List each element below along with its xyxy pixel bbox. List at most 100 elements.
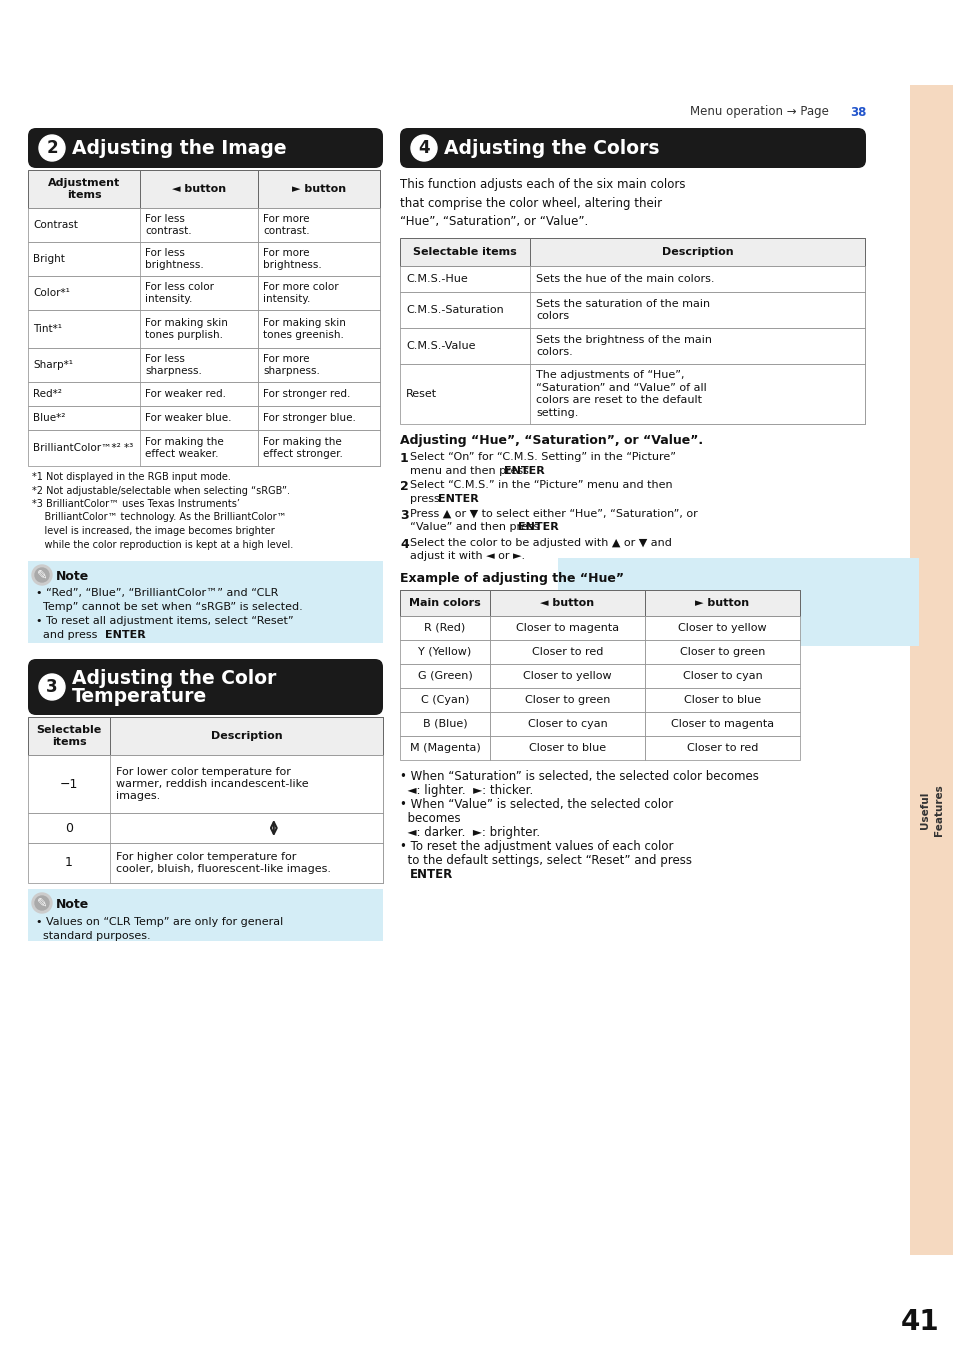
Bar	[257, 276, 379, 310]
Text: ◄ button: ◄ button	[172, 184, 226, 193]
Text: C.M.S.-Saturation: C.M.S.-Saturation	[406, 306, 503, 315]
Text: ENTER: ENTER	[105, 630, 146, 639]
Text: C.M.S.-Hue: C.M.S.-Hue	[406, 274, 467, 284]
Text: standard purposes.: standard purposes.	[36, 932, 151, 941]
Text: Selectable
items: Selectable items	[36, 725, 102, 748]
Text: For weaker blue.: For weaker blue.	[145, 412, 232, 423]
Text: “Value” and then press: “Value” and then press	[410, 522, 542, 533]
Bar	[399, 639, 490, 664]
Bar	[257, 430, 379, 466]
Bar	[530, 364, 864, 425]
Bar	[110, 844, 382, 883]
Text: • Values on “CLR Temp” are only for general: • Values on “CLR Temp” are only for gene…	[36, 917, 283, 927]
Text: Closer to red: Closer to red	[686, 744, 758, 753]
Bar	[140, 347, 257, 383]
Text: Select the color to be adjusted with ▲ or ▼ and: Select the color to be adjusted with ▲ o…	[410, 538, 671, 548]
Text: 2: 2	[46, 139, 58, 157]
Text: 1: 1	[65, 857, 72, 869]
Text: G (Green): G (Green)	[417, 671, 472, 681]
Text: Sets the hue of the main colors.: Sets the hue of the main colors.	[536, 274, 714, 284]
Bar	[530, 266, 864, 292]
Bar	[140, 208, 257, 242]
Text: Blue*²: Blue*²	[33, 412, 66, 423]
Text: For weaker red.: For weaker red.	[145, 389, 226, 399]
Text: .: .	[141, 630, 145, 639]
Text: ENTER: ENTER	[410, 868, 453, 882]
Text: and press: and press	[36, 630, 101, 639]
FancyBboxPatch shape	[399, 128, 865, 168]
Text: Closer to yellow: Closer to yellow	[522, 671, 611, 681]
Text: Bright: Bright	[33, 254, 65, 264]
Text: B (Blue): B (Blue)	[422, 719, 467, 729]
Text: 0: 0	[65, 822, 73, 834]
Text: For less
contrast.: For less contrast.	[145, 214, 192, 237]
Bar	[140, 383, 257, 406]
Text: menu and then press: menu and then press	[410, 465, 532, 476]
Bar	[140, 430, 257, 466]
Text: For making skin
tones greenish.: For making skin tones greenish.	[263, 318, 346, 341]
Text: Sets the brightness of the main
colors.: Sets the brightness of the main colors.	[536, 335, 711, 357]
Bar	[110, 717, 382, 754]
Text: while the color reproduction is kept at a high level.: while the color reproduction is kept at …	[32, 539, 293, 549]
Text: For making the
effect stronger.: For making the effect stronger.	[263, 437, 342, 460]
Text: Closer to blue: Closer to blue	[528, 744, 605, 753]
Text: 1: 1	[399, 452, 408, 465]
Bar	[399, 329, 864, 364]
Text: Description: Description	[661, 247, 733, 257]
Text: Adjusting the Colors: Adjusting the Colors	[443, 138, 659, 157]
Text: For more
brightness.: For more brightness.	[263, 247, 321, 270]
Text: For making the
effect weaker.: For making the effect weaker.	[145, 437, 224, 460]
Bar	[110, 754, 382, 813]
Bar	[28, 813, 382, 844]
Text: level is increased, the image becomes brighter: level is increased, the image becomes br…	[32, 526, 274, 535]
Bar	[399, 292, 864, 329]
Circle shape	[35, 896, 49, 910]
Bar	[28, 406, 379, 430]
Text: ► button: ► button	[292, 184, 346, 193]
Text: For more
contrast.: For more contrast.	[263, 214, 310, 237]
Bar	[399, 713, 490, 735]
Text: Temp” cannot be set when “sRGB” is selected.: Temp” cannot be set when “sRGB” is selec…	[36, 602, 302, 612]
Bar	[399, 266, 864, 292]
Text: *3 BrilliantColor™ uses Texas Instruments’: *3 BrilliantColor™ uses Texas Instrument…	[32, 499, 240, 508]
Text: ► button: ► button	[695, 598, 749, 608]
Text: ◄ button: ◄ button	[539, 598, 594, 608]
Bar	[140, 310, 257, 347]
Text: 2: 2	[399, 480, 408, 493]
Bar	[399, 735, 490, 760]
Bar	[399, 238, 864, 266]
Text: BrilliantColor™ technology. As the BrilliantColor™: BrilliantColor™ technology. As the Brill…	[32, 512, 286, 522]
Bar	[530, 329, 864, 364]
Text: Temperature: Temperature	[71, 687, 207, 706]
Bar	[257, 406, 379, 430]
Text: For making skin
tones purplish.: For making skin tones purplish.	[145, 318, 228, 341]
Text: 4: 4	[417, 139, 430, 157]
Text: .: .	[531, 465, 535, 476]
Bar	[257, 242, 379, 276]
Bar	[140, 406, 257, 430]
Bar	[490, 688, 644, 713]
Text: ✎: ✎	[37, 896, 48, 910]
Bar	[28, 430, 379, 466]
Text: For lower color temperature for
warmer, reddish incandescent-like
images.: For lower color temperature for warmer, …	[116, 767, 309, 802]
Text: For stronger blue.: For stronger blue.	[263, 412, 355, 423]
Text: Description: Description	[211, 731, 282, 741]
Bar	[644, 617, 800, 639]
Text: R (Red): R (Red)	[424, 623, 465, 633]
Bar	[644, 688, 800, 713]
Text: • “Red”, “Blue”, “BrilliantColor™” and “CLR: • “Red”, “Blue”, “BrilliantColor™” and “…	[36, 588, 278, 598]
Text: • To reset all adjustment items, select “Reset”: • To reset all adjustment items, select …	[36, 617, 294, 626]
Bar	[399, 617, 490, 639]
Text: Selectable items: Selectable items	[413, 247, 517, 257]
Text: For higher color temperature for
cooler, bluish, fluorescent-like images.: For higher color temperature for cooler,…	[116, 852, 331, 875]
Bar	[490, 713, 644, 735]
Text: ENTER: ENTER	[503, 465, 544, 476]
Circle shape	[35, 568, 49, 581]
Bar	[28, 310, 379, 347]
Text: −1: −1	[60, 777, 78, 791]
Text: .: .	[465, 493, 469, 504]
Bar	[110, 813, 382, 844]
Circle shape	[39, 135, 65, 161]
Text: Adjusting the Color: Adjusting the Color	[71, 668, 276, 688]
Text: Closer to yellow: Closer to yellow	[678, 623, 766, 633]
